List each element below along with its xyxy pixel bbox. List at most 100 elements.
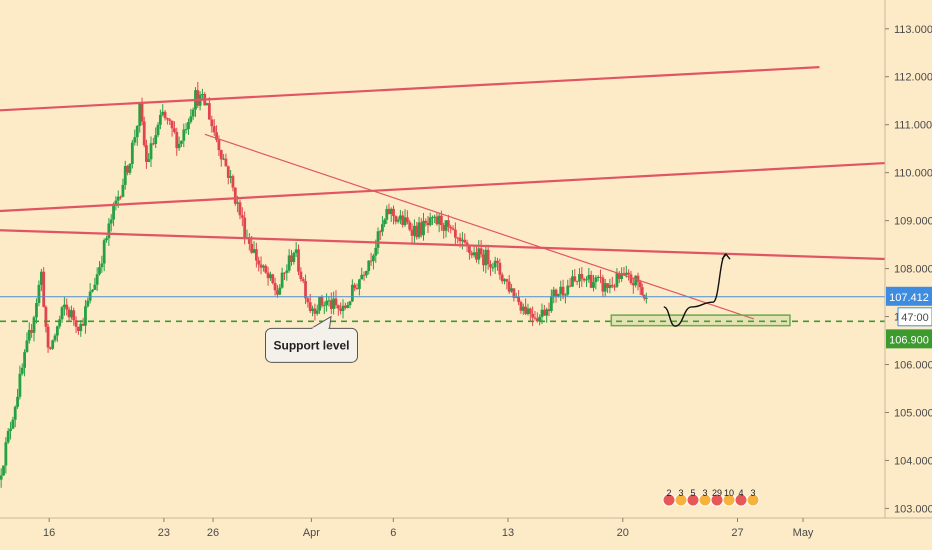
candle-body [182, 129, 186, 141]
candle-body [336, 305, 340, 309]
candle-body [9, 428, 12, 432]
plot-area[interactable]: Support level [0, 66, 886, 488]
candle-body [229, 176, 233, 178]
candle-body [287, 255, 291, 271]
candle-body [424, 220, 428, 223]
support-zone[interactable] [610, 314, 791, 327]
x-tick-label: Apr [303, 527, 320, 539]
candle-body [100, 263, 104, 268]
trend-line[interactable] [0, 229, 886, 261]
candle-body [276, 290, 279, 295]
candle-body [292, 252, 296, 263]
candle-body [273, 283, 277, 291]
candle-body [566, 285, 570, 295]
candle-body [168, 119, 172, 121]
candle-body [16, 396, 19, 407]
candle-body [524, 306, 528, 314]
candle-body [610, 284, 614, 287]
candle-body [435, 216, 439, 225]
candle-body [547, 309, 551, 312]
candle-body [578, 273, 581, 282]
x-tick-label: 23 [158, 527, 170, 539]
candle-body [95, 274, 99, 285]
candle-body [254, 249, 258, 261]
candle-body [601, 277, 605, 292]
candle-body [357, 279, 361, 289]
trend-line[interactable] [0, 66, 820, 112]
candle-body [353, 284, 357, 289]
candle-body [35, 303, 38, 318]
candle-body [392, 208, 395, 217]
candle-body [32, 317, 36, 333]
event-flag-icon[interactable] [746, 493, 760, 507]
y-tick-label: 106.000 [894, 360, 932, 372]
candle-body [62, 304, 66, 308]
candle-body [2, 465, 5, 476]
candle-body [166, 118, 169, 120]
candle-body [93, 284, 97, 290]
candle-body [538, 316, 542, 322]
candle-body [320, 297, 324, 306]
candle-body [222, 158, 225, 160]
support-callout[interactable]: Support level [265, 315, 358, 363]
y-tick-label: 112.000 [894, 72, 932, 84]
candle-body [519, 302, 523, 311]
candle-body [594, 277, 598, 283]
candle-body [383, 219, 386, 225]
candle-body [470, 252, 474, 256]
event-count: 4 [738, 488, 743, 498]
candle-body [431, 217, 434, 219]
candle-body [58, 319, 62, 327]
y-tick-label: 103.000 [894, 503, 932, 515]
y-tick-label: 108.000 [894, 264, 932, 276]
candle-body [30, 330, 34, 333]
countdown-label: 47:00 [901, 312, 929, 324]
candle-body [468, 246, 471, 253]
candle-body [98, 267, 101, 275]
trend-line[interactable] [0, 161, 886, 213]
candle-body [123, 166, 127, 185]
candle-body [325, 300, 329, 306]
candle-body [311, 308, 314, 311]
candle-body [212, 126, 216, 133]
candle-body [542, 309, 546, 316]
candle-body [348, 301, 352, 306]
candle-body [417, 222, 421, 238]
x-tick-label: May [793, 527, 814, 539]
trend-line[interactable] [204, 133, 755, 320]
candle-body [322, 305, 326, 307]
candle-body [140, 103, 144, 122]
candle-body [592, 282, 595, 288]
last-price-label: 107.412 [889, 292, 929, 304]
economic-events[interactable]: 2 3 5 3 29 10 4 3 [662, 488, 760, 507]
candle-body [486, 249, 490, 265]
candle-body [528, 308, 532, 314]
candle-body [147, 159, 151, 162]
candle-body [6, 431, 10, 443]
event-count: 5 [690, 488, 695, 498]
candle-body [252, 249, 256, 253]
candle-body [138, 103, 142, 127]
candle-body [133, 137, 137, 143]
candle-body [374, 247, 378, 256]
candle-body [233, 187, 237, 204]
candle-body [84, 306, 87, 326]
candle-body [119, 196, 122, 198]
candle-body [369, 260, 373, 262]
time-axis[interactable]: 16 23 26 Apr 6 13 20 27 May [43, 518, 814, 539]
projection-path[interactable] [663, 253, 727, 327]
candle-body [18, 373, 22, 397]
candle-body [360, 274, 364, 280]
candle-body [564, 294, 567, 296]
candle-body [294, 249, 298, 253]
candle-body [187, 122, 190, 130]
candle-body [128, 163, 132, 173]
candle-body [11, 419, 15, 429]
candle-body [215, 132, 218, 140]
candle-body [161, 111, 165, 115]
candle-body [573, 276, 577, 281]
candle-body [283, 272, 286, 274]
candle-body [449, 226, 453, 229]
candle-body [264, 265, 268, 273]
